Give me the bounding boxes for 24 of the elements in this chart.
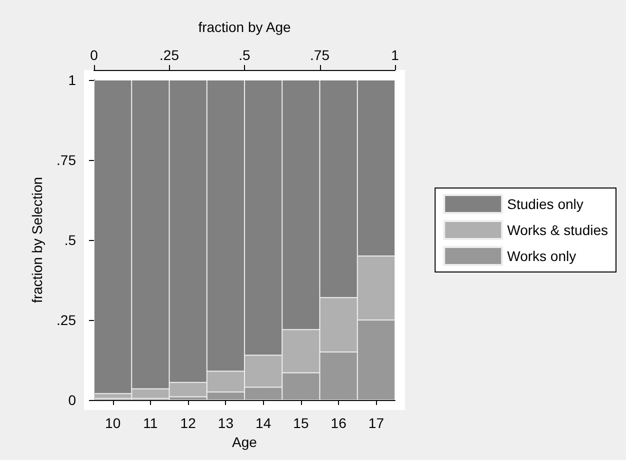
x2-tick-label: .25 [160, 47, 180, 63]
y-tick-label: 1 [68, 72, 76, 88]
x2-tick-label: .75 [310, 47, 330, 63]
y-tick-label: .25 [56, 312, 76, 328]
x-tick-label: 17 [368, 415, 384, 431]
y-tick-label: 0 [68, 392, 76, 408]
legend-label: Studies only [507, 196, 584, 212]
x-tick-label: 13 [218, 415, 234, 431]
legend-label: Works only [507, 248, 576, 264]
x-tick-label: 14 [256, 415, 272, 431]
y-tick-label: .5 [64, 232, 76, 248]
x-tick-label: 15 [293, 415, 309, 431]
x-tick-label: 11 [143, 415, 158, 431]
legend-label: Works & studies [507, 222, 608, 238]
y-tick-label: .75 [56, 152, 76, 168]
x2-tick-label: 0 [90, 47, 98, 63]
y-axis-title: fraction by Selection [29, 176, 45, 304]
x-axis-title: Age [232, 434, 258, 450]
x-tick-label: 10 [105, 415, 121, 431]
x2-tick-label: .5 [238, 47, 251, 63]
x-tick-label: 16 [330, 415, 347, 431]
x2-axis-title: fraction by Age [198, 19, 292, 35]
x-tick-label: 12 [180, 415, 196, 431]
x2-tick-label: 1 [391, 47, 400, 63]
